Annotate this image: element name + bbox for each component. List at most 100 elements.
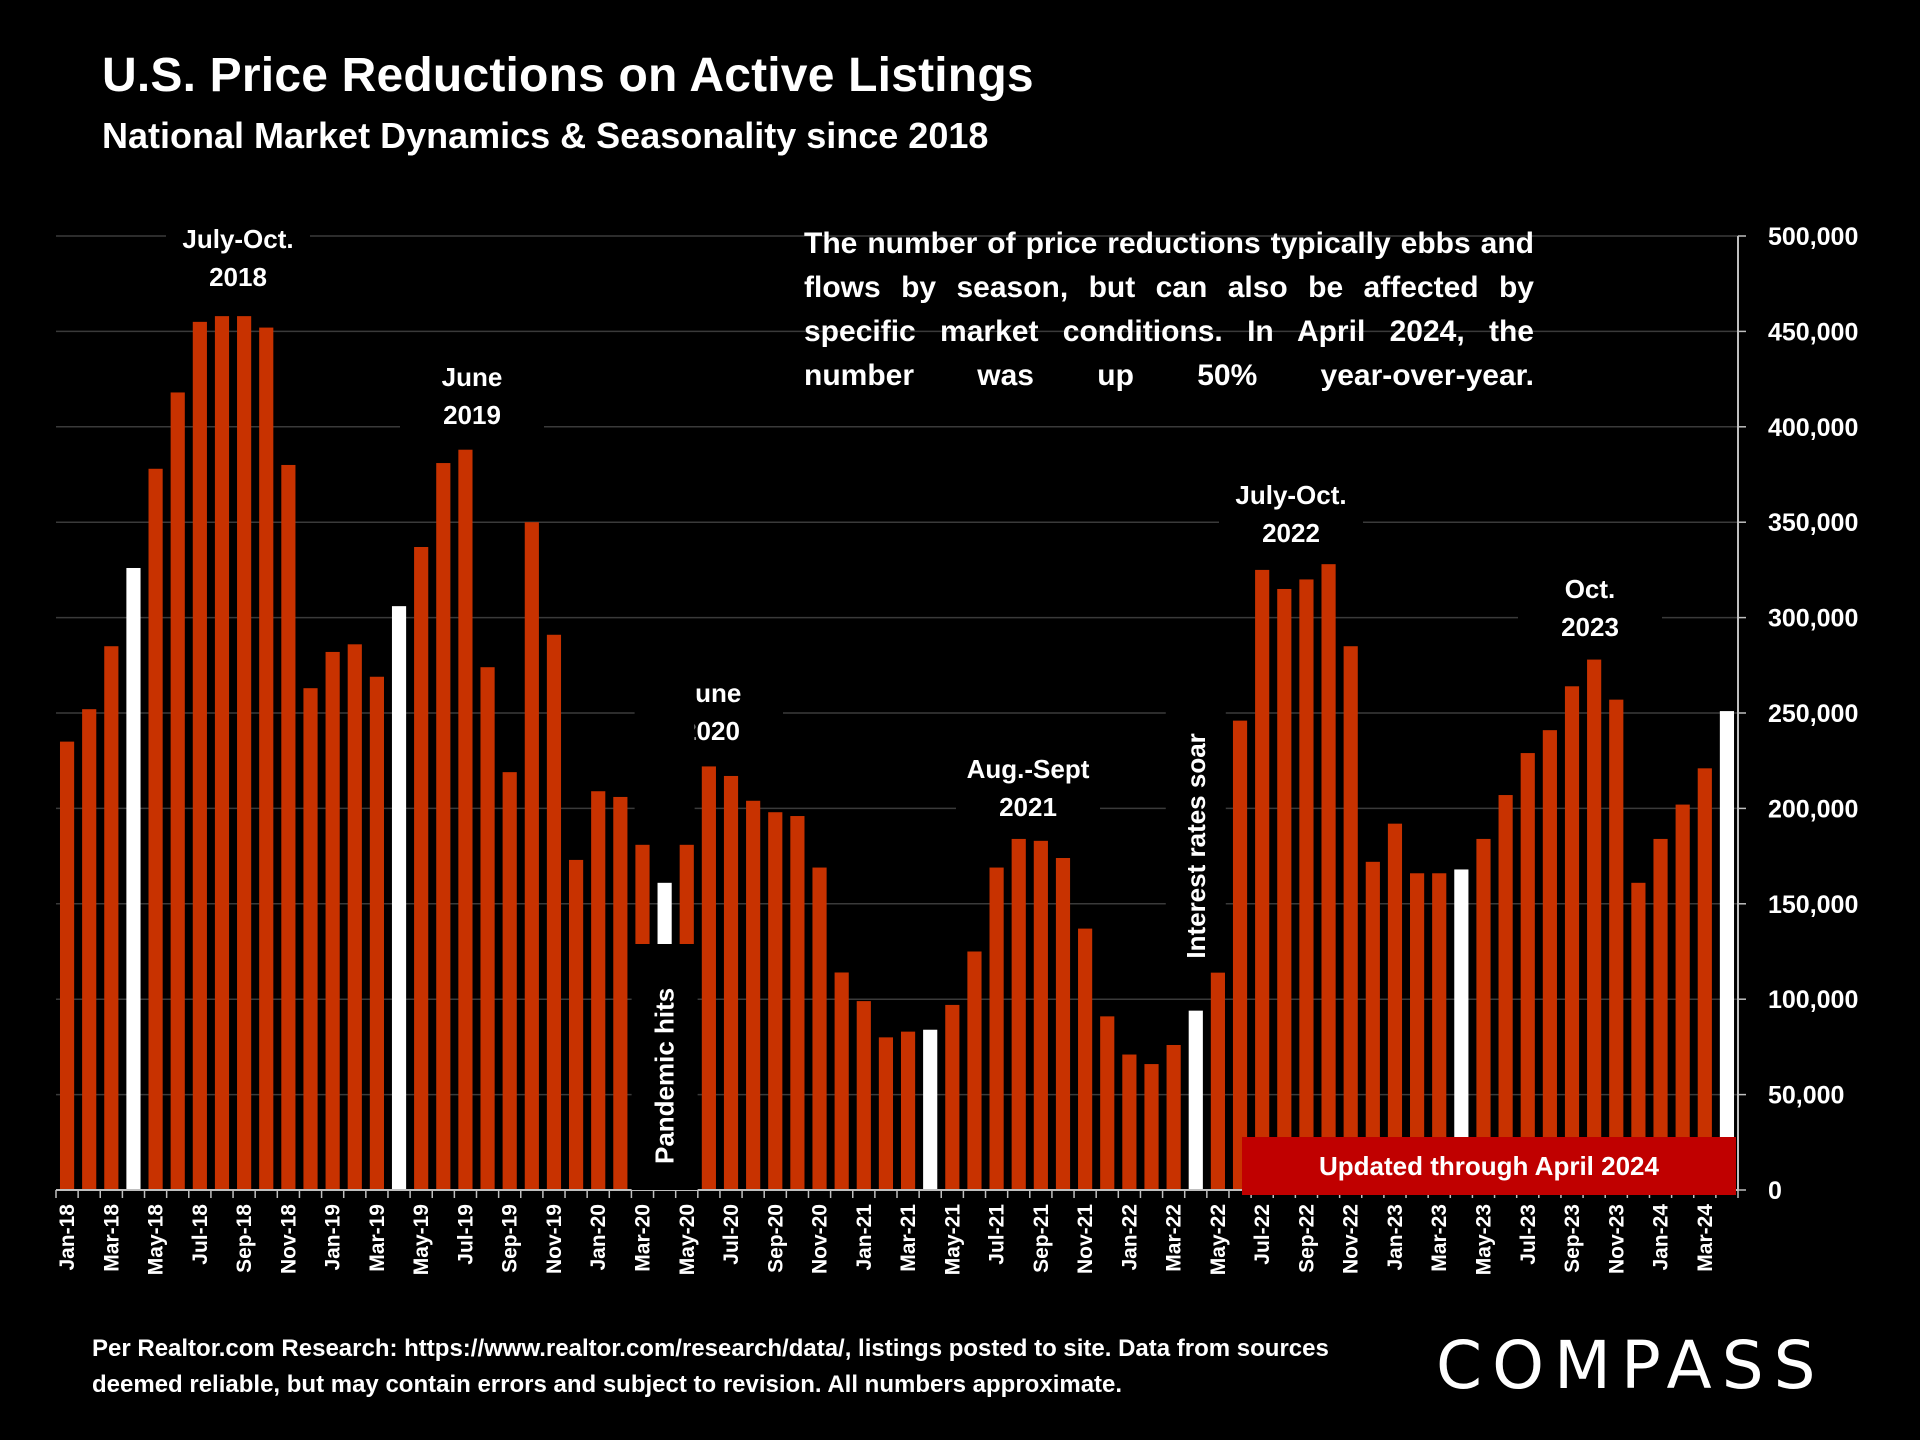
x-tick-label: Mar-18	[100, 1204, 123, 1272]
bar-jan-18	[59, 741, 75, 1190]
x-tick-label: Jul-22	[1251, 1204, 1274, 1265]
axes: 0 50,000 100,000 150,000 200,000 250,000 300,0…	[55, 223, 1858, 1276]
x-tick-label: Mar-23	[1428, 1204, 1451, 1272]
bar-sep-23	[1564, 686, 1580, 1190]
bar-apr-24	[1719, 711, 1735, 1190]
x-tick-label: Mar-19	[366, 1204, 389, 1272]
annotation-label: 2018	[209, 262, 267, 292]
bar-jul-19	[458, 449, 473, 1190]
x-tick-label: Mar-22	[1163, 1204, 1186, 1272]
bar-oct-18	[259, 327, 274, 1191]
info-text: The number of price reductions typically…	[804, 227, 1534, 392]
bar-nov-19	[546, 634, 562, 1190]
bar-feb-21	[878, 1037, 894, 1190]
x-tick-label: Jan-19	[322, 1204, 345, 1271]
x-tick-label: Jan-22	[1118, 1204, 1141, 1271]
x-tick-label: Sep-23	[1561, 1204, 1584, 1273]
bar-apr-19	[391, 606, 407, 1190]
bar-mar-23	[1432, 873, 1447, 1190]
x-tick-label: Jul-18	[189, 1204, 212, 1265]
bar-jan-23	[1387, 823, 1403, 1190]
x-tick-label: May-21	[941, 1204, 964, 1276]
bar-jul-22	[1255, 569, 1270, 1190]
x-tick-label: Sep-19	[499, 1204, 522, 1273]
y-tick-label: 300,000	[1768, 605, 1858, 633]
annotation-label: 2021	[999, 792, 1057, 822]
bar-aug-20	[746, 800, 761, 1190]
annotation-background	[1518, 570, 1662, 650]
bar-aug-23	[1542, 730, 1557, 1190]
y-tick-label: 450,000	[1768, 318, 1858, 346]
y-tick-label: 400,000	[1768, 414, 1858, 442]
bar-may-21	[945, 1004, 960, 1190]
bar-feb-19	[347, 644, 362, 1190]
bar-feb-20	[613, 796, 628, 1190]
bar-dec-20	[834, 972, 849, 1190]
bar-aug-18	[214, 316, 230, 1190]
x-tick-label: Sep-21	[1030, 1204, 1053, 1273]
annotation-background	[956, 750, 1100, 830]
bar-oct-20	[790, 816, 805, 1190]
x-tick-label: Jan-21	[853, 1204, 876, 1271]
compass-logo: COMPASS	[1436, 1327, 1826, 1404]
annotation-rotated: Pandemic hits	[650, 988, 680, 1164]
bar-nov-18	[281, 464, 296, 1191]
x-tick-label: Jan-24	[1650, 1204, 1673, 1271]
annotation-label: June	[442, 362, 503, 392]
updated-label: Updated through April 2024	[1242, 1137, 1736, 1195]
bar-oct-23	[1587, 659, 1602, 1190]
x-tick-label: Nov-20	[809, 1204, 832, 1274]
annotation-rotated: Interest rates soar	[1181, 733, 1211, 958]
bar-nov-23	[1609, 699, 1624, 1190]
x-tick-label: Nov-21	[1074, 1204, 1097, 1274]
x-tick-label: Sep-18	[233, 1204, 256, 1273]
annotation-label: July-Oct.	[182, 224, 293, 254]
x-tick-label: Mar-20	[631, 1204, 654, 1272]
annotation-label: Oct.	[1565, 574, 1616, 604]
bar-sep-22	[1299, 579, 1314, 1190]
chart-title: U.S. Price Reductions on Active Listings	[102, 49, 1034, 102]
bar-dec-18	[303, 688, 318, 1190]
x-tick-label: May-20	[676, 1204, 699, 1275]
annotation-label: 2019	[443, 400, 501, 430]
x-tick-label: Nov-22	[1340, 1204, 1363, 1274]
x-tick-label: May-18	[145, 1204, 168, 1276]
bar-sep-21	[1033, 840, 1048, 1190]
annotation-label: July-Oct.	[1235, 480, 1346, 510]
y-tick-label: 50,000	[1768, 1082, 1844, 1110]
bar-jan-22	[1122, 1054, 1137, 1190]
bar-jul-21	[989, 867, 1004, 1190]
x-tick-label: Nov-23	[1605, 1204, 1628, 1274]
bar-sep-20	[768, 812, 783, 1190]
bar-dec-22	[1365, 861, 1380, 1190]
annotation-label: 2023	[1561, 612, 1619, 642]
y-tick-label: 500,000	[1768, 223, 1858, 251]
y-tick-label: 0	[1768, 1177, 1782, 1205]
x-tick-label: Nov-19	[543, 1204, 566, 1274]
y-tick-label: 150,000	[1768, 891, 1858, 919]
x-tick-label: May-22	[1207, 1204, 1230, 1275]
bar-jul-23	[1520, 753, 1535, 1190]
bar-jul-20	[723, 775, 739, 1190]
y-tick-label: 250,000	[1768, 700, 1858, 728]
bar-jan-24	[1653, 838, 1668, 1190]
bar-nov-21	[1078, 928, 1093, 1190]
chart-subtitle: National Market Dynamics & Seasonality s…	[102, 115, 989, 156]
y-tick-label: 350,000	[1768, 509, 1858, 537]
bar-sep-18	[237, 316, 252, 1190]
y-tick-label: 100,000	[1768, 986, 1858, 1014]
bar-oct-21	[1055, 858, 1071, 1190]
annotation-background	[400, 358, 544, 438]
x-tick-label: Jan-18	[56, 1204, 79, 1271]
x-tick-label: May-23	[1472, 1204, 1495, 1275]
bar-jul-18	[192, 321, 207, 1190]
bar-nov-22	[1343, 646, 1358, 1190]
x-tick-label: Jan-23	[1384, 1204, 1407, 1271]
bar-mar-24	[1697, 768, 1712, 1190]
bar-jun-22	[1232, 720, 1248, 1190]
bar-mar-18	[104, 646, 119, 1190]
bar-jun-23	[1498, 795, 1513, 1190]
x-tick-label: Nov-18	[277, 1204, 300, 1274]
annotation-label: 2022	[1262, 518, 1320, 548]
